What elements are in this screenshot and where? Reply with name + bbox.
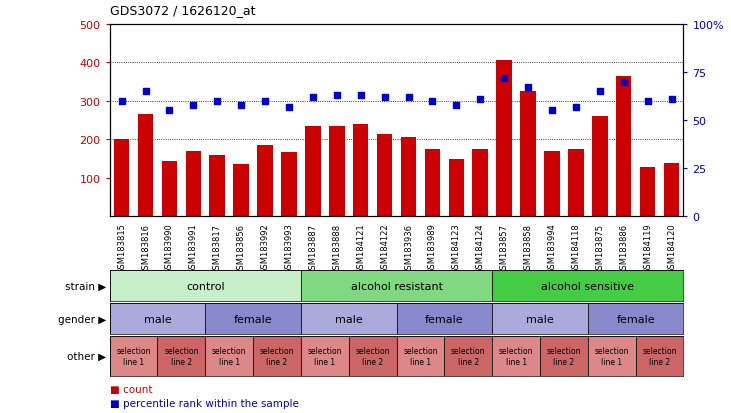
Bar — [137, 115, 154, 217]
Point — [187, 102, 199, 109]
Bar — [636, 337, 683, 376]
Bar — [588, 304, 683, 335]
Bar — [592, 117, 607, 217]
Point — [140, 89, 151, 95]
Text: selection
line 1: selection line 1 — [594, 347, 629, 366]
Bar — [520, 92, 536, 217]
Point — [594, 89, 606, 95]
Bar — [425, 150, 440, 217]
Bar — [472, 150, 488, 217]
Point — [307, 95, 319, 101]
Bar — [301, 304, 396, 335]
Bar — [210, 155, 225, 217]
Bar — [377, 134, 393, 217]
Text: other ▶: other ▶ — [67, 351, 106, 361]
Text: selection
line 1: selection line 1 — [308, 347, 342, 366]
Point — [474, 96, 486, 103]
Point — [211, 98, 223, 105]
Bar — [281, 152, 297, 217]
Bar — [110, 304, 205, 335]
Bar — [114, 140, 129, 217]
Text: selection
line 1: selection line 1 — [499, 347, 534, 366]
Bar — [588, 337, 636, 376]
Text: control: control — [186, 281, 224, 291]
Bar — [349, 337, 396, 376]
Point — [546, 108, 558, 114]
Text: alcohol sensitive: alcohol sensitive — [542, 281, 635, 291]
Bar — [157, 337, 205, 376]
Bar — [492, 271, 683, 301]
Bar — [205, 304, 301, 335]
Bar — [205, 337, 253, 376]
Bar — [396, 304, 492, 335]
Bar — [329, 126, 344, 217]
Bar — [664, 164, 679, 217]
Point — [450, 102, 462, 109]
Bar — [305, 126, 321, 217]
Point — [283, 104, 295, 111]
Text: selection
line 2: selection line 2 — [355, 347, 390, 366]
Point — [570, 104, 582, 111]
Point — [403, 95, 414, 101]
Text: selection
line 2: selection line 2 — [547, 347, 581, 366]
Bar — [401, 138, 416, 217]
Text: selection
line 2: selection line 2 — [260, 347, 295, 366]
Bar — [640, 168, 656, 217]
Point — [642, 98, 654, 105]
Bar — [396, 337, 444, 376]
Point — [331, 93, 343, 99]
Bar — [449, 159, 464, 217]
Point — [164, 108, 175, 114]
Point — [522, 85, 534, 91]
Text: strain ▶: strain ▶ — [65, 281, 106, 291]
Point — [427, 98, 439, 105]
Text: gender ▶: gender ▶ — [58, 314, 106, 324]
Text: selection
line 2: selection line 2 — [451, 347, 485, 366]
Bar — [253, 337, 301, 376]
Point — [618, 79, 629, 86]
Bar — [492, 304, 588, 335]
Text: selection
line 1: selection line 1 — [212, 347, 246, 366]
Bar — [544, 152, 560, 217]
Text: female: female — [425, 314, 463, 324]
Point — [235, 102, 247, 109]
Bar — [301, 337, 349, 376]
Point — [355, 93, 366, 99]
Text: ■ count: ■ count — [110, 384, 152, 394]
Point — [260, 98, 271, 105]
Bar — [568, 150, 583, 217]
Text: selection
line 1: selection line 1 — [404, 347, 438, 366]
Bar — [301, 271, 492, 301]
Bar — [186, 152, 201, 217]
Text: male: male — [143, 314, 171, 324]
Text: ■ percentile rank within the sample: ■ percentile rank within the sample — [110, 398, 298, 408]
Bar — [444, 337, 492, 376]
Bar — [110, 337, 157, 376]
Bar — [496, 61, 512, 217]
Text: selection
line 1: selection line 1 — [116, 347, 151, 366]
Text: male: male — [526, 314, 554, 324]
Text: selection
line 2: selection line 2 — [643, 347, 677, 366]
Point — [499, 75, 510, 82]
Text: GDS3072 / 1626120_at: GDS3072 / 1626120_at — [110, 4, 255, 17]
Text: selection
line 2: selection line 2 — [164, 347, 199, 366]
Bar — [162, 161, 177, 217]
Text: female: female — [616, 314, 655, 324]
Bar — [257, 146, 273, 217]
Bar — [540, 337, 588, 376]
Text: male: male — [335, 314, 363, 324]
Bar — [110, 271, 301, 301]
Bar — [353, 125, 368, 217]
Bar — [492, 337, 540, 376]
Point — [115, 98, 127, 105]
Text: alcohol resistant: alcohol resistant — [351, 281, 442, 291]
Point — [666, 96, 678, 103]
Text: female: female — [234, 314, 273, 324]
Bar — [616, 77, 632, 217]
Bar — [233, 165, 249, 217]
Point — [379, 95, 390, 101]
